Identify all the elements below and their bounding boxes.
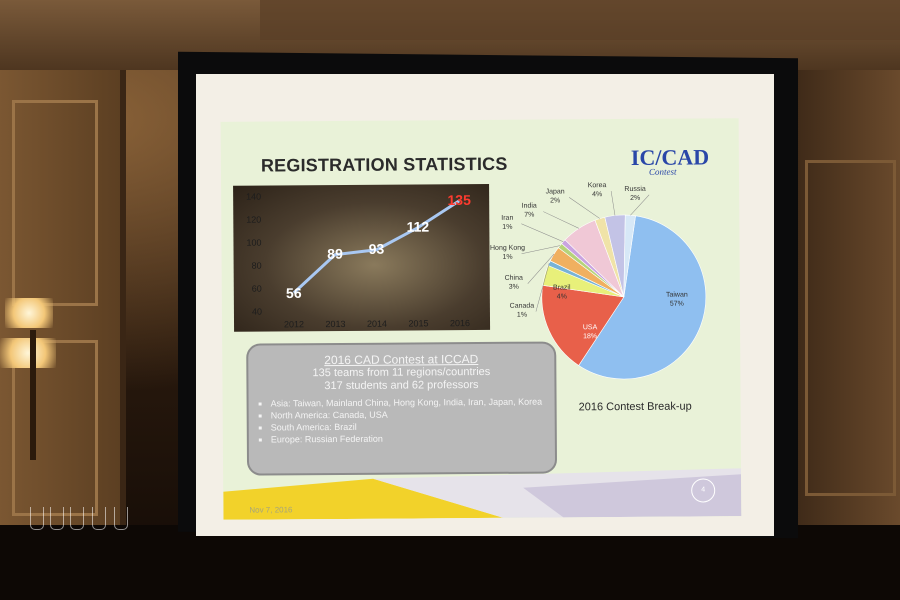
- lamp-stand: [30, 330, 36, 460]
- pie-slice: [541, 284, 625, 366]
- wall-frame: [805, 160, 896, 496]
- slice-percent: 4%: [557, 293, 567, 300]
- pie-caption: 2016 Contest Break-up: [578, 400, 692, 414]
- pie-slice: [578, 215, 707, 380]
- y-tick-label: 60: [252, 284, 262, 294]
- door-panel: [12, 100, 98, 306]
- info-people: 317 students and 62 professors: [324, 379, 479, 393]
- slice-percent: 7%: [524, 212, 534, 219]
- page-number: 4: [691, 478, 716, 503]
- slice-percent: 1%: [502, 254, 512, 261]
- slice-percent: 3%: [509, 284, 519, 291]
- data-label: 112: [407, 219, 430, 235]
- slice-label: USA: [583, 324, 598, 331]
- leader-line: [610, 191, 616, 216]
- slice-label: Japan: [546, 188, 565, 195]
- slice-label: Hong Kong: [490, 245, 525, 252]
- glass: [50, 507, 64, 530]
- lamp-shade: [0, 338, 56, 368]
- presentation-slide: REGISTRATION STATISTICS IC/CAD Contest 4…: [220, 118, 742, 520]
- data-label: 89: [327, 246, 343, 262]
- contest-info-box: 2016 CAD Contest at ICCAD 135 teams from…: [246, 341, 558, 476]
- leader-line: [630, 194, 650, 216]
- data-label: 56: [286, 285, 302, 301]
- slice-percent: 1%: [502, 224, 512, 231]
- x-tick-label: 2014: [367, 319, 387, 329]
- slice-label: Brazil: [553, 284, 571, 291]
- slice-label: India: [522, 203, 537, 210]
- lamp-shade: [5, 298, 53, 328]
- slice-label: Taiwan: [666, 292, 688, 299]
- leader-line: [527, 253, 555, 284]
- registration-line-chart: 40 60 80 100 120 140 2012 2013 2014 2015 2016 56 89 9…: [246, 192, 471, 330]
- wall-panel-right: [790, 70, 900, 540]
- slice-percent: 18%: [583, 333, 597, 340]
- glass: [30, 507, 44, 530]
- series-line: [292, 199, 460, 295]
- x-tick-label: 2016: [450, 318, 470, 328]
- slice-percent: 1%: [517, 312, 527, 319]
- glass: [114, 507, 128, 530]
- footer-decoration: [223, 468, 742, 520]
- leader-line: [521, 223, 564, 242]
- slice-label: China: [505, 275, 523, 282]
- slice-percent: 2%: [550, 197, 560, 204]
- slice-percent: 2%: [630, 195, 640, 202]
- slice-label: Korea: [588, 182, 607, 189]
- slice-percent: 4%: [592, 191, 602, 198]
- ceiling-beam: [260, 0, 900, 40]
- data-label: 135: [447, 192, 471, 208]
- slice-label: Russia: [624, 186, 646, 193]
- y-tick-label: 40: [252, 307, 262, 317]
- y-tick-label: 100: [246, 238, 261, 248]
- glass: [92, 507, 106, 530]
- slice-label: Canada: [510, 303, 535, 310]
- x-tick-label: 2012: [284, 319, 304, 329]
- y-tick-label: 120: [246, 215, 261, 225]
- region-item: Europe: Russian Federation: [271, 431, 555, 445]
- slice-percent: 57%: [670, 301, 684, 308]
- data-label: 93: [369, 241, 385, 257]
- wine-glasses: [30, 500, 140, 530]
- x-tick-label: 2015: [408, 318, 428, 328]
- contest-pie-chart: Taiwan 57% USA 18% Brazil 4% Canada 1% China 3% Ho…: [490, 182, 707, 380]
- pie-slice: [623, 214, 636, 298]
- y-tick-label: 80: [252, 261, 262, 271]
- leader-line: [521, 245, 560, 254]
- glass: [70, 507, 84, 530]
- y-tick-label: 140: [246, 192, 261, 202]
- footer-date: Nov 7, 2016: [249, 505, 293, 515]
- region-list: Asia: Taiwan, Mainland China, Hong Kong,…: [249, 395, 555, 445]
- region-item: Asia: Taiwan, Mainland China, Hong Kong,…: [271, 395, 555, 409]
- leader-line: [535, 263, 550, 312]
- slice-label: Iran: [501, 215, 513, 222]
- x-tick-label: 2013: [325, 319, 345, 329]
- leader-line: [569, 197, 601, 219]
- leader-line: [543, 211, 580, 229]
